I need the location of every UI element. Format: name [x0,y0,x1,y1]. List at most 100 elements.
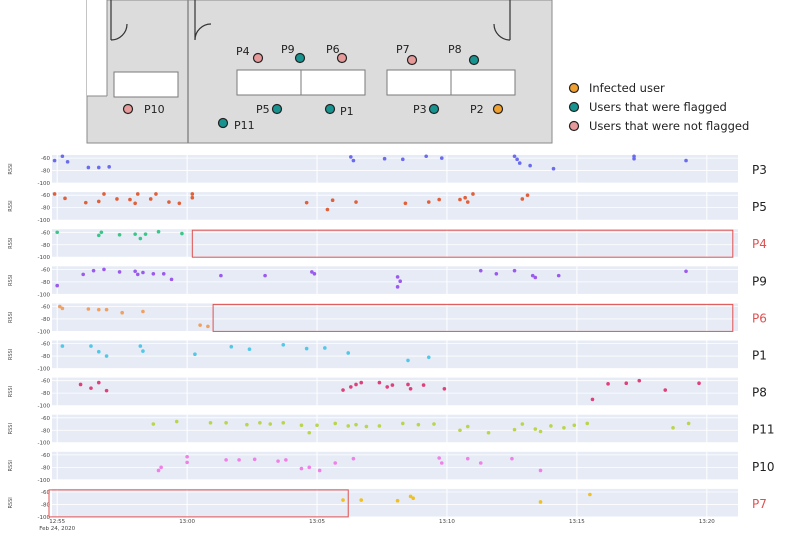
row-background [52,229,738,258]
point-p10 [307,465,312,470]
point-p6 [86,307,91,311]
date-label: Feb 24, 2020 [39,526,75,532]
point-p9 [395,275,400,279]
point-p4 [156,229,161,234]
point-p11 [258,420,262,425]
point-p8 [349,385,353,389]
chart-rows: -60 -80 -100 RSSI P3 -60 -80 -100 RSSI P5 -60 -80 -1… [8,154,775,521]
point-p10 [252,457,257,462]
ytick-label: -80 [41,317,50,323]
point-p9 [494,271,499,276]
point-p10 [439,461,444,465]
point-p11 [245,422,249,427]
point-p11 [538,429,543,434]
point-p9 [117,270,122,274]
point-p6 [206,324,210,329]
row-background [52,451,738,480]
point-p6 [120,310,124,315]
point-p3 [351,158,356,163]
person-label-p3: P3 [413,103,427,116]
ytick-label: -100 [38,329,51,335]
point-p1 [104,354,109,358]
point-p3 [439,156,444,160]
x-axis: 12:55 13:00 13:05 13:10 13:15 13:20 Feb 24, 20… [39,519,715,532]
point-p11 [315,423,319,428]
ytick-label: -60 [41,453,50,459]
point-p11 [520,422,525,426]
ylabel: RSSI [8,312,14,323]
point-p11 [307,430,312,435]
ytick-label: -60 [41,267,50,273]
point-p8 [606,382,610,386]
point-p8 [390,383,395,387]
series-label-p10: P10 [752,460,775,474]
ytick-label: -80 [41,428,50,434]
point-p8 [78,382,83,387]
person-label-p4: P4 [236,45,250,58]
ylabel: RSSI [8,386,14,397]
point-p11 [333,421,338,426]
ytick-label: -60 [41,305,50,311]
point-p1 [406,358,410,363]
series-row-p10: -60 -80 -100 RSSI P10 [8,451,775,484]
point-p10 [284,458,288,462]
ytick-label: -80 [41,206,50,212]
ytick-label: -60 [41,490,50,496]
legend-marker-infected [568,82,580,94]
point-p1 [426,355,431,360]
point-p5 [135,192,140,196]
point-p5 [148,197,153,201]
door-icon [493,0,511,41]
floor-plan: P1 P2 P3 P4 P5 P6 P7 P8 P9 P10 P11 [86,0,553,144]
point-p1 [247,347,252,352]
point-p9 [684,269,688,274]
point-p9 [478,268,483,273]
legend-label-infected: Infected user [589,81,665,95]
highlight-box-p4 [191,229,734,258]
point-p11 [224,420,228,425]
point-p1 [229,344,234,349]
row-background [52,266,738,295]
person-label-p11: P11 [234,119,255,132]
point-p3 [349,155,353,159]
xtick-label: 12:55 [49,519,65,525]
point-p3 [424,154,428,159]
ylabel: RSSI [8,497,14,508]
point-p3 [512,154,517,159]
legend-marker-flagged [568,101,580,113]
point-p9 [161,271,166,276]
point-p7 [359,498,364,502]
point-p4 [143,232,148,236]
point-p5 [458,197,462,202]
person-label-p2: P2 [470,103,484,116]
ytick-label: -80 [41,243,50,249]
point-p9 [135,272,140,277]
point-p11 [671,425,675,430]
point-p9 [81,272,85,277]
point-p11 [562,425,566,430]
point-p11 [533,427,538,431]
point-p9 [312,271,317,276]
desk [113,71,179,98]
point-p3 [52,158,57,163]
point-p4 [96,233,101,238]
series-label-p11: P11 [752,423,775,437]
point-p11 [208,420,213,425]
point-p8 [442,387,447,391]
point-p11 [686,421,691,426]
highlight-box-p6 [212,303,734,332]
point-p11 [486,430,491,435]
ytick-label: -100 [38,441,51,447]
point-p10 [276,459,280,463]
point-p10 [333,461,338,465]
point-p9 [55,283,59,288]
ylabel: RSSI [8,163,14,174]
point-p5 [167,200,171,204]
point-p10 [299,466,304,471]
point-p5 [133,201,137,206]
point-p7 [408,494,413,499]
xtick-label: 13:10 [439,519,455,525]
point-p8 [590,397,595,402]
point-p9 [151,271,156,276]
point-p5 [525,193,530,198]
